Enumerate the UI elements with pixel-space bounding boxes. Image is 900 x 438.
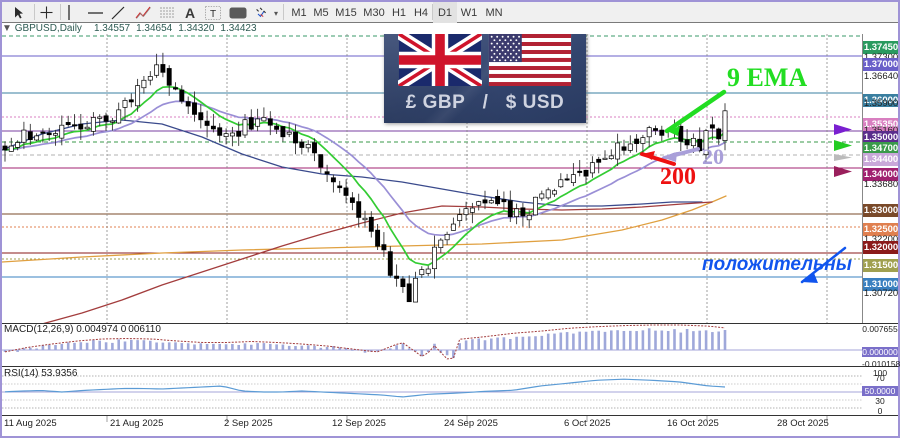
svg-text:T: T xyxy=(210,9,216,20)
